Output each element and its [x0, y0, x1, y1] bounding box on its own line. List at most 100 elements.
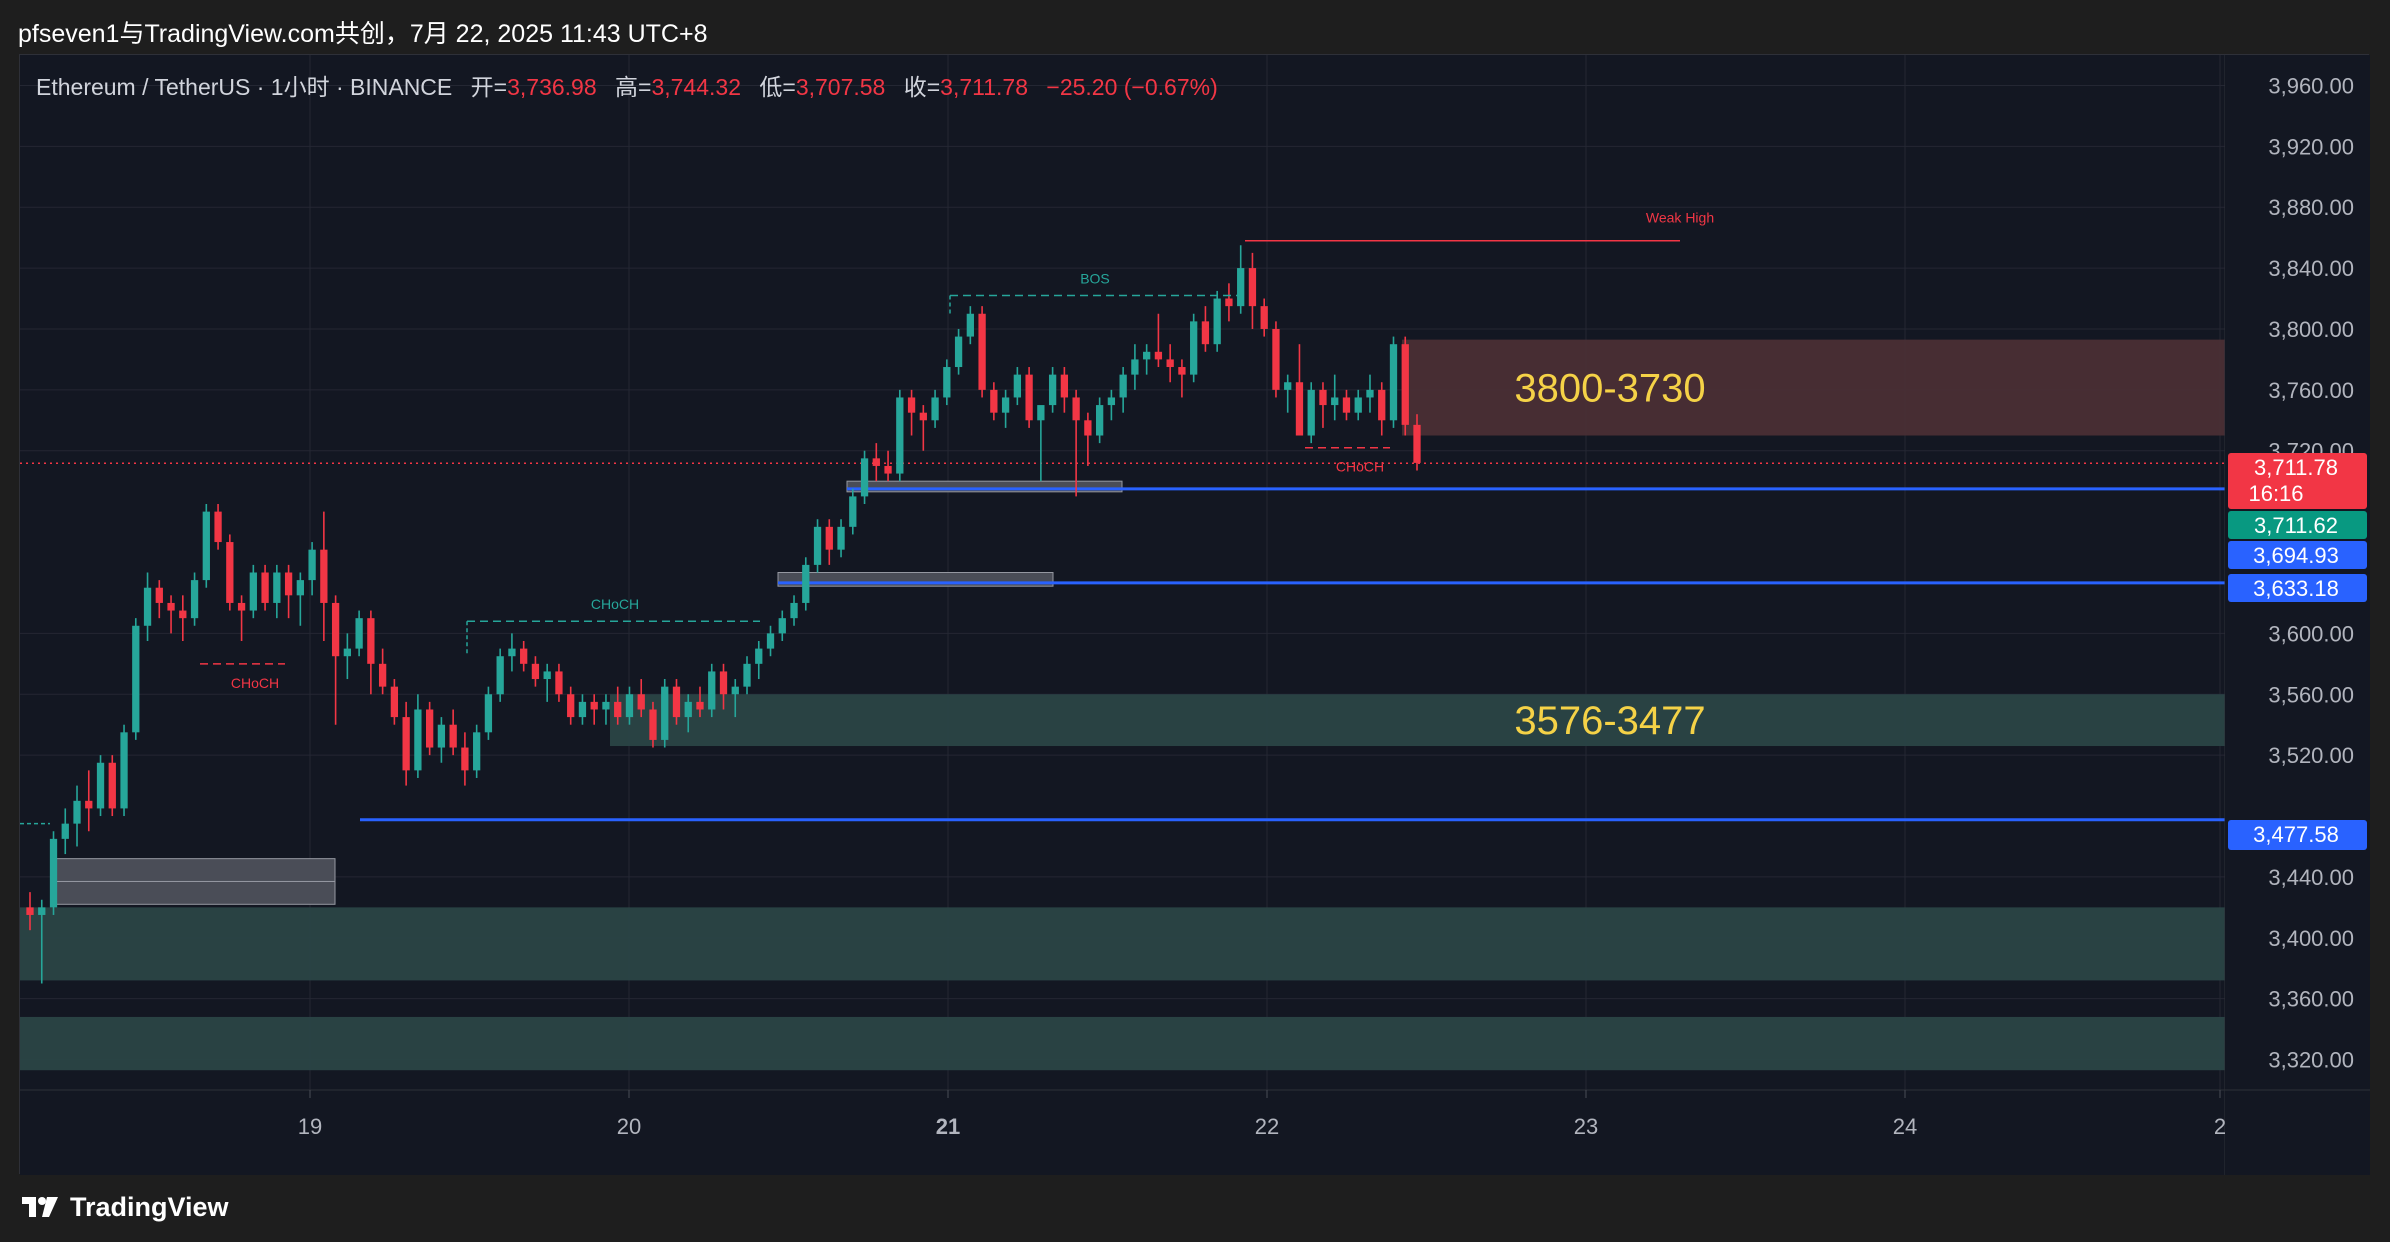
price-axis: 3,960.00 3,920.00 3,880.00 3,840.00 3,800.00…	[2224, 55, 2370, 1175]
candle-body	[684, 701, 692, 718]
candle-body	[931, 397, 939, 421]
choch-label-green: CHoCH	[591, 596, 639, 612]
candle-body	[261, 572, 269, 603]
price-tag-value: 3,477.58	[2253, 822, 2339, 847]
legend-high-label: 高=	[615, 74, 651, 100]
candle-body	[1213, 298, 1221, 345]
zone-supply	[1402, 339, 2225, 436]
candle-body	[120, 732, 128, 809]
zone-demand	[20, 1016, 2225, 1071]
candle-body	[802, 564, 810, 603]
candle-body	[414, 709, 422, 771]
candle-body	[578, 701, 587, 718]
candle-body	[367, 618, 375, 664]
candle-body	[954, 336, 963, 368]
candle-body	[1119, 374, 1127, 398]
candle-body	[872, 458, 880, 466]
candle-body	[813, 526, 822, 565]
candle-body	[155, 587, 163, 603]
legend-close-label: 收=	[904, 74, 940, 100]
candle-body	[1107, 397, 1116, 406]
price-tag	[2228, 453, 2367, 509]
candle-body	[731, 686, 739, 695]
candle-body	[1001, 397, 1010, 413]
candle-body	[1201, 321, 1210, 345]
legend-close-value: 3,711.78	[940, 74, 1028, 100]
price-tag-value: 3,694.93	[2253, 543, 2339, 568]
candle-body	[743, 663, 751, 687]
candle-body	[625, 694, 634, 718]
candle-body	[1166, 359, 1174, 368]
candle-body	[1260, 306, 1268, 329]
time-tick-label: 19	[298, 1114, 322, 1139]
price-tick-label: 3,960.00	[2268, 73, 2354, 98]
time-tick-label: 23	[1574, 1114, 1598, 1139]
candle-body	[1060, 374, 1069, 398]
candle-body	[437, 724, 446, 748]
candle-body	[790, 602, 798, 619]
bos-label: BOS	[1080, 270, 1110, 286]
price-tag	[2228, 541, 2367, 569]
tradingview-brand-text: TradingView	[70, 1191, 229, 1222]
candle-body	[226, 542, 234, 603]
candle-body	[85, 800, 93, 809]
tradingview-logo[interactable]: TradingView	[20, 1190, 229, 1224]
price-tick-label: 3,800.00	[2268, 317, 2354, 342]
candle-body	[555, 671, 563, 695]
price-tag	[2228, 574, 2367, 602]
candle-body	[249, 572, 257, 611]
candle-body	[38, 907, 46, 915]
annotations: BOS Weak High CHoCH CHoCH CHoCH	[200, 210, 1714, 691]
candle-body	[132, 625, 140, 733]
candle-body	[1154, 351, 1163, 360]
candle-body	[1025, 374, 1033, 421]
chart-frame[interactable]: 3800-3730 3576-3477 BOS Weak High CHoCH CHoC…	[19, 54, 2370, 1175]
candle-body	[331, 602, 340, 657]
legend-change: −25.20 (−0.67%)	[1046, 74, 1217, 100]
legend-low-label: 低=	[759, 74, 795, 100]
candle-body	[1225, 298, 1233, 307]
candle-body	[860, 458, 869, 497]
price-tag-value: 3,633.18	[2253, 576, 2339, 601]
time-tick-label: 22	[1255, 1114, 1279, 1139]
candle-body	[273, 572, 281, 603]
candle-body	[778, 618, 786, 634]
candle-body	[473, 732, 481, 771]
candle-body	[484, 694, 493, 733]
candle-body	[1307, 389, 1315, 436]
candle-body	[661, 686, 669, 740]
time-tick-label: 24	[1893, 1114, 1917, 1139]
time-tick-label: 2	[2214, 1114, 2226, 1139]
candle-body	[543, 671, 551, 680]
candle-body	[402, 717, 410, 771]
candle-body	[637, 694, 645, 710]
candle-body	[1237, 268, 1245, 307]
candle-body	[426, 709, 434, 748]
price-tick-label: 3,600.00	[2268, 621, 2354, 646]
candle-body	[308, 549, 316, 581]
candlestick-chart[interactable]: 3800-3730 3576-3477 BOS Weak High CHoCH CHoC…	[20, 55, 2370, 1175]
price-tag-countdown: 16:16	[2248, 481, 2303, 506]
candle-body	[919, 412, 927, 421]
price-tick-label: 3,920.00	[2268, 134, 2354, 159]
candle-body	[284, 572, 293, 596]
candle-body	[1084, 420, 1092, 436]
order-block-box	[54, 880, 336, 905]
candle-body	[990, 389, 998, 413]
candle-body	[755, 648, 763, 664]
candle-body	[1319, 389, 1327, 406]
candle-body	[943, 367, 951, 398]
candle-body	[449, 724, 457, 748]
zone-demand	[20, 907, 2225, 981]
price-tick-label: 3,400.00	[2268, 926, 2354, 951]
candle-body	[614, 701, 622, 718]
choch-label-red: CHoCH	[231, 675, 279, 691]
candle-body	[708, 671, 716, 710]
tradingview-logo-icon	[22, 1197, 58, 1217]
candle-body	[1248, 268, 1257, 307]
candle-body	[179, 610, 187, 619]
candle-body	[1413, 424, 1421, 463]
candle-body	[884, 465, 892, 474]
price-axis-bg	[2225, 55, 2370, 1175]
candle-body	[49, 838, 58, 908]
